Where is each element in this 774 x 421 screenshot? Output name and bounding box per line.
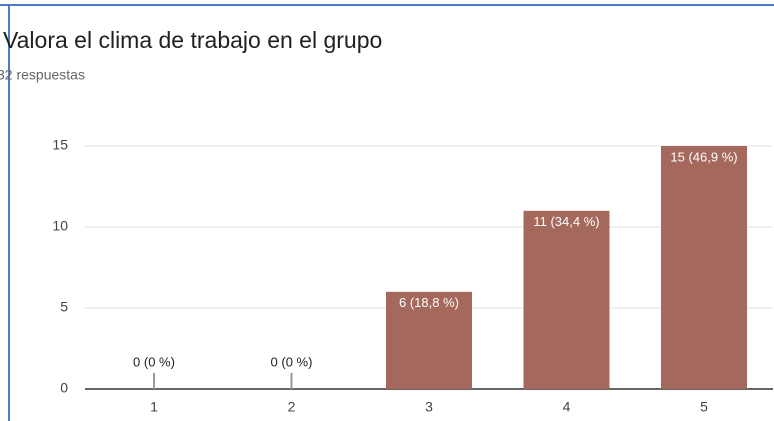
chart-subtitle: 32 respuestas bbox=[0, 67, 85, 83]
bar bbox=[386, 291, 472, 389]
y-tick-label: 15 bbox=[52, 137, 68, 153]
value-label: 6 (18,8 %) bbox=[399, 295, 459, 310]
y-tick-label: 0 bbox=[60, 380, 68, 396]
y-tick-label: 5 bbox=[60, 299, 68, 315]
x-tick-label: 2 bbox=[288, 399, 296, 415]
y-tick-label: 10 bbox=[52, 218, 68, 234]
bar bbox=[661, 146, 747, 389]
x-tick-label: 5 bbox=[700, 399, 708, 415]
bar bbox=[523, 210, 610, 389]
chart-title: Valora el clima de trabajo en el grupo bbox=[3, 27, 382, 53]
value-label: 11 (34,4 %) bbox=[533, 214, 599, 229]
value-label: 15 (46,9 %) bbox=[670, 149, 737, 164]
x-tick-label: 3 bbox=[425, 399, 433, 415]
x-tick-label: 4 bbox=[563, 399, 571, 415]
x-tick-label: 1 bbox=[150, 399, 158, 415]
value-label: 0 (0 %) bbox=[133, 354, 175, 369]
value-label: 0 (0 %) bbox=[271, 354, 313, 369]
